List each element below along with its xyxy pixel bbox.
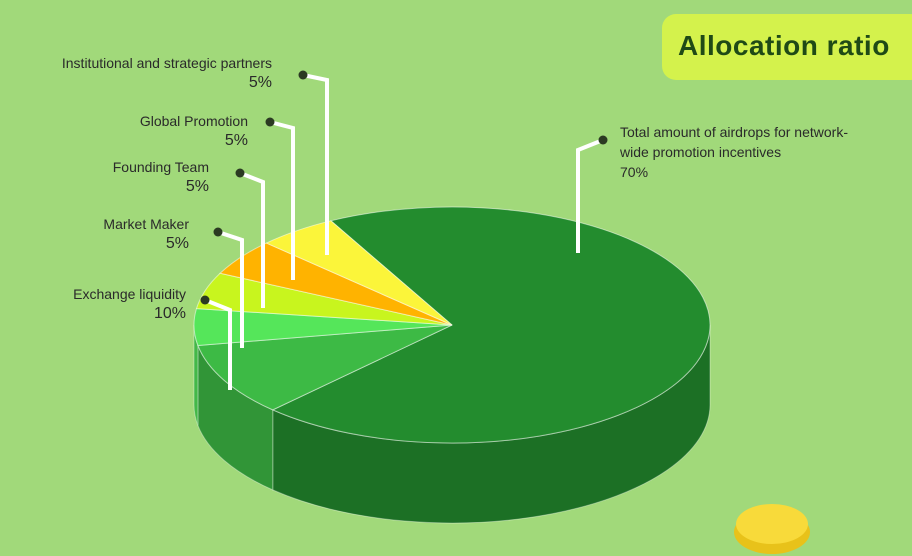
slice-label: Founding Team 5% — [113, 157, 209, 197]
leader-dot — [213, 227, 223, 237]
category-label: Market Maker — [103, 216, 189, 232]
leader-dot — [235, 168, 245, 178]
slice — [271, 206, 711, 444]
slice-label: Market Maker 5% — [103, 214, 189, 254]
leader-dot — [265, 117, 275, 127]
category-label: Total amount of airdrops for network-wid… — [620, 124, 848, 160]
category-label: Founding Team — [112, 159, 209, 175]
value-label: 5% — [165, 235, 189, 252]
value-label: 5% — [248, 74, 272, 91]
leader-line — [204, 298, 232, 390]
category-label: Global Promotion — [139, 113, 248, 129]
slice-label: Institutional and strategic partners 5% — [62, 53, 272, 93]
leader-dot — [298, 70, 308, 80]
slice — [197, 324, 453, 411]
leader-dot — [200, 295, 210, 305]
title-box: Allocation ratio — [662, 14, 912, 80]
chart-title: Allocation ratio — [678, 30, 890, 61]
value-label: 10% — [153, 305, 186, 322]
slice-label: Exchange liquidity 10% — [73, 284, 186, 324]
slice-label: Total amount of airdrops for network-wid… — [620, 122, 870, 182]
value-label: 5% — [224, 132, 248, 149]
leader-line — [269, 120, 295, 280]
leader-line — [217, 230, 244, 348]
value-label: 5% — [185, 178, 209, 195]
leader-line — [576, 138, 604, 253]
slice-label: Global Promotion 5% — [140, 111, 248, 151]
leader-line — [239, 171, 265, 308]
category-label: Exchange liquidity — [73, 286, 186, 302]
leader-line — [302, 73, 329, 255]
coin-top — [736, 504, 808, 544]
slice — [265, 220, 453, 326]
category-label: Institutional and strategic partners — [61, 55, 272, 71]
value-label: 70% — [620, 164, 649, 180]
leader-dot — [598, 135, 608, 145]
